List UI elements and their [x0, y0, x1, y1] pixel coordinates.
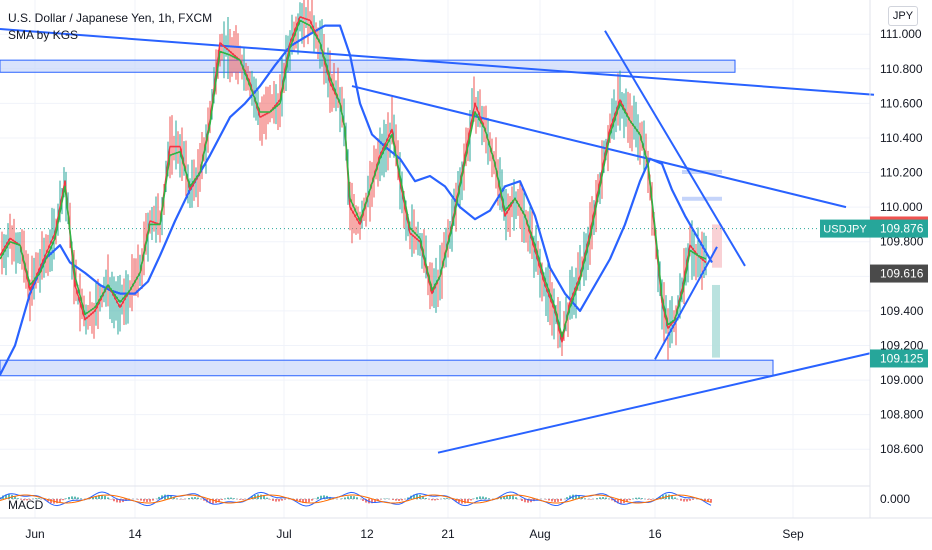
macd-axis-label: 0.000: [880, 492, 910, 506]
currency-button[interactable]: JPY: [888, 6, 918, 26]
y-tick-label: 109.400: [880, 304, 924, 318]
price-label-text: 109.616: [880, 267, 924, 281]
price-label-text: 109.125: [880, 351, 924, 365]
y-tick-label: 109.800: [880, 235, 924, 249]
price-label-bg: [870, 264, 928, 283]
indicator-title: SMA by KGS: [8, 28, 79, 42]
y-tick-label: 110.600: [880, 96, 923, 110]
y-tick-label: 108.600: [880, 442, 924, 456]
symbol-label-bg: [820, 219, 870, 238]
position-profit-box: [712, 284, 720, 358]
trendline-2: [604, 30, 746, 267]
y-tick-label: 108.800: [880, 408, 924, 422]
symbol-title: U.S. Dollar / Japanese Yen, 1h, FXCM: [8, 11, 213, 25]
x-tick-label: Aug: [529, 527, 550, 541]
x-tick-label: 12: [360, 527, 374, 541]
x-tick-label: 16: [648, 527, 662, 541]
zone-0: [0, 59, 736, 73]
trendline-4: [654, 246, 718, 360]
y-tick-label: 110.000: [880, 200, 923, 214]
chart-legend: U.S. Dollar / Japanese Yen, 1h, FXCM SMA…: [8, 10, 212, 44]
position-loss-box: [712, 224, 722, 268]
x-tick-label: Jun: [25, 527, 44, 541]
trendline-1: [351, 85, 847, 209]
y-tick-label: 110.800: [880, 62, 923, 76]
zone-1: [0, 359, 774, 377]
x-tick-label: 21: [441, 527, 455, 541]
macd-signal-line: [0, 494, 712, 504]
y-tick-label: 109.200: [880, 338, 924, 352]
trendline-3: [437, 351, 875, 454]
y-tick-label: 111.000: [880, 27, 922, 41]
mid-ma-line: [0, 19, 707, 338]
x-tick-label: 14: [128, 527, 142, 541]
trendline-0: [0, 28, 875, 96]
price-label-text: 109.876: [880, 222, 924, 236]
symbol-label-text: USDJPY: [823, 224, 867, 236]
price-label-bg: [870, 349, 928, 368]
sma-kgs-line: [0, 24, 713, 376]
y-tick-label: 110.400: [880, 131, 923, 145]
y-tick-label: 109.000: [880, 373, 924, 387]
macd-label: MACD: [8, 498, 44, 512]
grid: [0, 0, 870, 518]
macd-pane: [0, 491, 712, 507]
price-label-bg: [870, 219, 928, 238]
y-tick-label: 110.200: [880, 166, 923, 180]
x-tick-label: Jul: [276, 527, 291, 541]
drawing-bar: [682, 196, 722, 201]
x-tick-label: Sep: [782, 527, 804, 541]
